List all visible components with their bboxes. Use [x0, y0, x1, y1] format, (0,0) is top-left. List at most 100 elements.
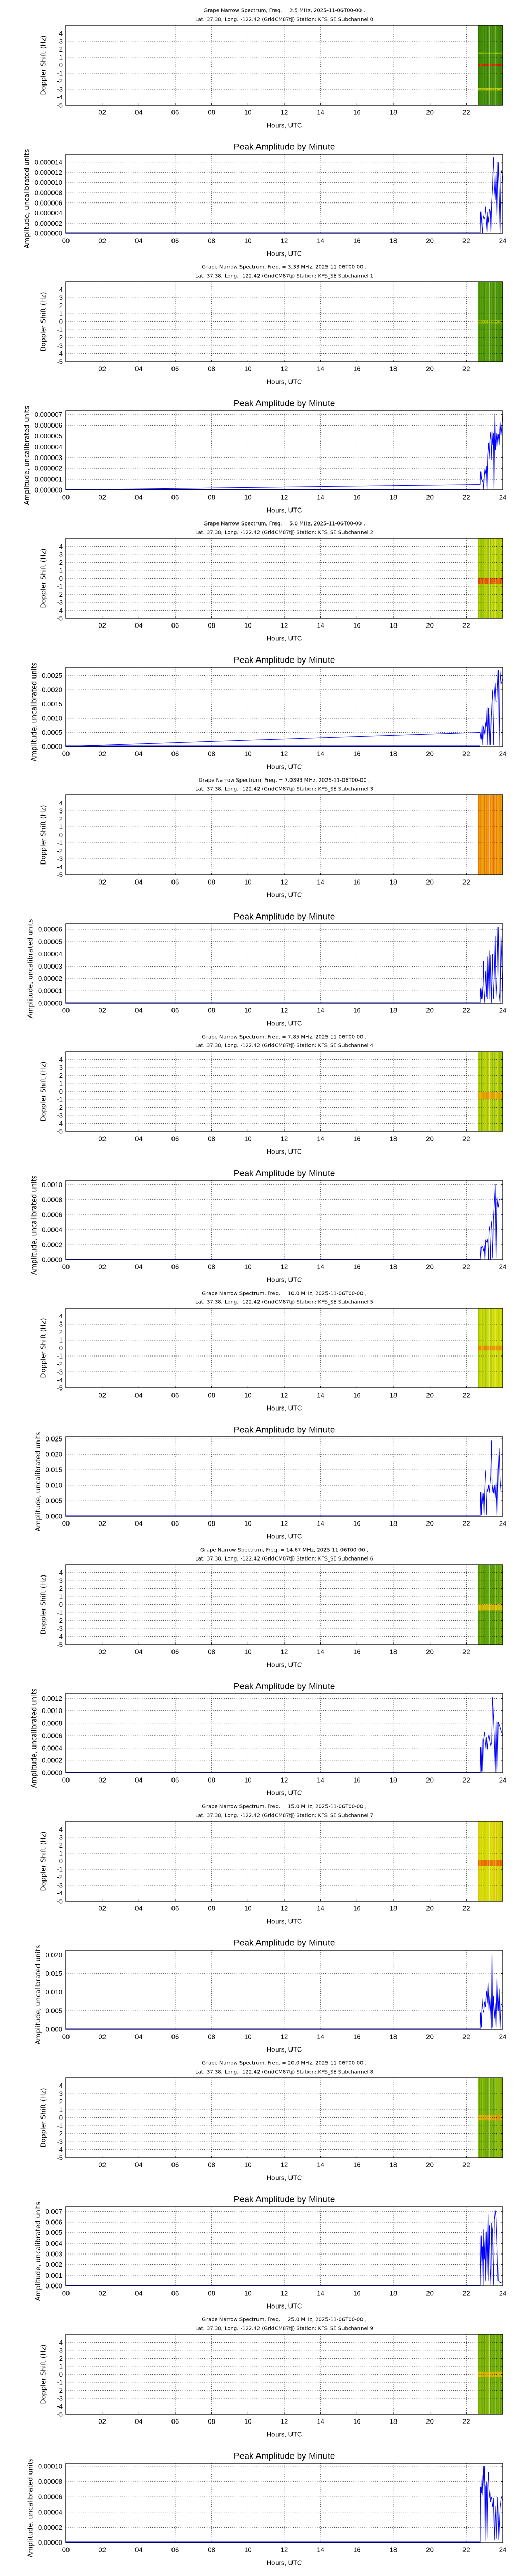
spectrogram-column — [487, 1052, 488, 1131]
spectrogram-band-cell — [499, 2371, 500, 2377]
amplitude-xtick-label: 10 — [244, 2290, 251, 2297]
amplitude-ytick-label: 0.0000 — [42, 1769, 62, 1777]
amplitude-series-line — [66, 1954, 503, 2030]
spectrum-ylabel: Doppler Shift (Hz) — [40, 1062, 48, 1122]
spectrum-xtick-label: 10 — [244, 365, 251, 373]
spectrum-xtick-label: 14 — [317, 622, 324, 630]
amplitude-ytick-label: 0.000003 — [35, 454, 62, 462]
spectrum-xtick-label: 20 — [426, 878, 433, 886]
spectrum-ytick-label: 3 — [59, 807, 63, 815]
spectrum-ylabel: Doppler Shift (Hz) — [40, 2088, 48, 2148]
spectrogram-band-cell — [494, 1345, 495, 1351]
amplitude-xlabel: Hours, UTC — [267, 1533, 302, 1540]
spectrogram-band-cell — [484, 52, 485, 54]
spectrogram-band-cell — [498, 1092, 499, 1099]
spectrogram-band-cell — [484, 88, 485, 91]
amplitude-plot-frame — [65, 667, 503, 747]
spectrum-xtick-label: 08 — [208, 1648, 215, 1656]
spectrogram-band-cell — [485, 1603, 486, 1611]
spectrogram-band-cell — [500, 1092, 501, 1099]
spectrum-ytick-label: -5 — [57, 1384, 63, 1392]
spectrogram-band-cell — [479, 88, 480, 91]
spectrogram-band-cell — [491, 52, 492, 54]
spectrum-xtick-label: 14 — [317, 2161, 324, 2169]
amplitude-xtick-label: 16 — [353, 237, 360, 245]
spectrum-ytick-label: -4 — [57, 2146, 63, 2154]
amplitude-xtick-label: 16 — [353, 1263, 360, 1271]
spectrogram-band-cell — [480, 1603, 481, 1611]
amplitude-ytick-label: 0.000012 — [35, 168, 62, 176]
spectrogram-band-cell — [490, 2115, 491, 2121]
spectrum-xtick-label: 20 — [426, 1392, 433, 1399]
amplitude-plot-frame — [65, 1436, 503, 1517]
spectrogram-band-cell — [488, 320, 489, 324]
spectrum-xtick-label: 06 — [171, 878, 179, 886]
amplitude-xtick-label: 10 — [244, 1520, 251, 1528]
spectrum-ytick-label: -3 — [57, 86, 63, 93]
spectrogram-band-cell — [480, 1092, 481, 1099]
spectrogram-band-cell — [488, 2371, 489, 2377]
spectrogram-band-cell — [498, 1860, 499, 1866]
spectrum-ytick-label: -5 — [57, 101, 63, 109]
spectrum-ytick-label: -2 — [57, 2386, 63, 2394]
subchannel-5-panel: Grape Narrow Spectrum, Freq. = 10.0 MHz,… — [35, 1291, 506, 1540]
spectrum-xtick-label: 06 — [171, 1135, 179, 1143]
spectrogram-band-cell — [490, 1860, 491, 1866]
spectrum-ytick-label: 2 — [59, 1328, 63, 1336]
spectrum-ytick-label: -4 — [57, 2402, 63, 2410]
amplitude-xtick-label: 20 — [426, 2290, 433, 2297]
amplitude-ytick-label: 0.00002 — [38, 2523, 62, 2531]
spectrum-ytick-label: 2 — [59, 558, 63, 566]
spectrum-ylabel: Doppler Shift (Hz) — [40, 1575, 48, 1635]
spectrogram-band-cell — [480, 88, 481, 91]
spectrogram-band-cell — [482, 1092, 483, 1099]
spectrogram-band-cell — [478, 1603, 479, 1611]
spectrum-ylabel: Doppler Shift (Hz) — [40, 292, 48, 352]
spectrum-xtick-label: 12 — [281, 622, 288, 630]
spectrogram-band-cell — [478, 1860, 479, 1866]
spectrum-xlabel: Hours, UTC — [267, 635, 302, 642]
amplitude-xtick-label: 00 — [62, 1776, 70, 1784]
spectrogram-band-cell — [497, 1092, 499, 1099]
amplitude-ytick-label: 0.000000 — [35, 230, 62, 238]
spectrogram-band-cell — [493, 1603, 494, 1611]
amplitude-xtick-label: 22 — [462, 2546, 470, 2554]
spectrum-xtick-label: 16 — [353, 1648, 360, 1656]
spectrogram-column — [484, 1052, 485, 1131]
spectrogram-band-cell — [482, 1345, 483, 1351]
amplitude-xtick-label: 02 — [98, 237, 106, 245]
spectrum-ytick-label: 0 — [59, 61, 63, 69]
spectrum-ytick-label: 4 — [59, 2082, 63, 2090]
amplitude-xtick-label: 20 — [426, 1776, 433, 1784]
spectrogram-band-cell — [479, 1092, 480, 1099]
spectrum-xtick-label: 18 — [390, 2161, 397, 2169]
spectrogram-band-cell — [485, 1860, 486, 1866]
amplitude-ytick-label: 0.020 — [45, 1951, 62, 1959]
spectrogram-band-cell — [490, 1603, 491, 1611]
spectrum-xtick-label: 02 — [98, 1392, 106, 1399]
spectrogram-band-cell — [493, 88, 494, 91]
subchannel-3-panel: Grape Narrow Spectrum, Freq. = 7.0393 MH… — [27, 778, 507, 1027]
spectrum-ytick-label: 1 — [59, 1593, 63, 1601]
spectrogram-band-cell — [500, 1860, 501, 1866]
spectrogram-band-cell — [487, 1345, 488, 1351]
spectrum-ylabel: Doppler Shift (Hz) — [40, 1318, 48, 1378]
spectrum-ytick-label: 0 — [59, 831, 63, 839]
spectrogram-band-cell — [490, 64, 491, 66]
spectrogram-band-cell — [490, 577, 491, 584]
spectrum-ytick-label: -4 — [57, 863, 63, 871]
spectrogram-band-cell — [502, 1860, 503, 1866]
spectrogram-band-cell — [487, 52, 488, 54]
spectrogram-band-cell — [497, 88, 499, 91]
spectrum-ytick-label: -4 — [57, 1120, 63, 1127]
spectrum-xlabel: Hours, UTC — [267, 1661, 302, 1669]
amplitude-xtick-label: 12 — [281, 2290, 288, 2297]
amplitude-ytick-label: 0.002 — [45, 2261, 62, 2268]
amplitude-plot-frame — [65, 2206, 503, 2286]
spectrum-ytick-label: 1 — [59, 1336, 63, 1344]
spectrum-ytick-label: -2 — [57, 1104, 63, 1111]
amplitude-series-line — [66, 2210, 503, 2286]
spectrum-xtick-label: 22 — [462, 109, 470, 116]
amplitude-ytick-label: 0.000002 — [35, 219, 62, 227]
spectrum-ytick-label: 3 — [59, 551, 63, 558]
